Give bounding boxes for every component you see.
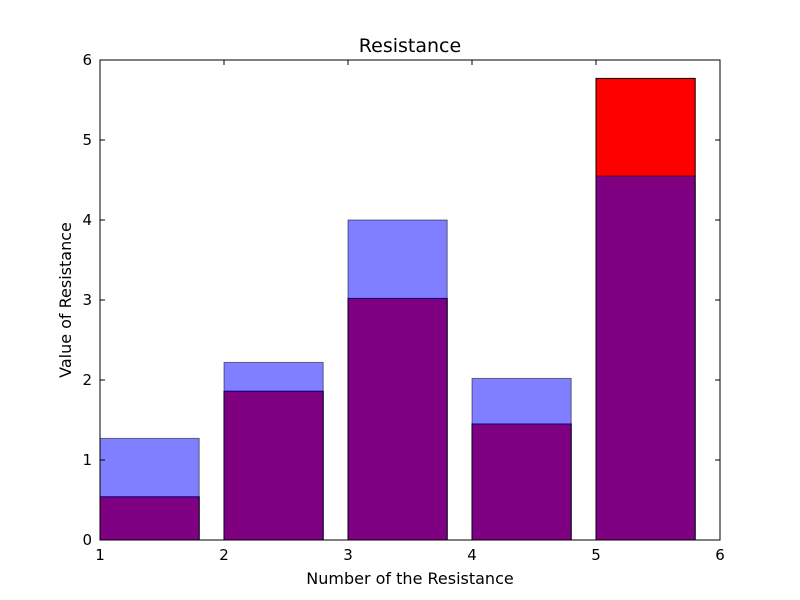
x-tick-label-1: 1: [95, 546, 105, 564]
x-tick-label-3: 3: [343, 546, 353, 564]
bar-series2-x4: [471, 377, 572, 541]
bar-series2-x3: [347, 219, 448, 541]
bars-layer: [99, 77, 696, 541]
y-tick-label-1: 1: [82, 451, 92, 469]
x-axis-label: Number of the Resistance: [306, 569, 513, 588]
bar-series2-x2: [223, 361, 324, 541]
chart-title: Resistance: [359, 35, 461, 57]
bar-series2-x1: [99, 437, 200, 541]
y-axis-label: Value of Resistance: [56, 222, 75, 378]
y-tick-label-2: 2: [82, 371, 92, 389]
y-tick-label-3: 3: [82, 291, 92, 309]
x-tick-label-4: 4: [467, 546, 477, 564]
y-tick-label-0: 0: [82, 531, 92, 549]
y-tick-label-5: 5: [82, 131, 92, 149]
y-tick-label-6: 6: [82, 51, 92, 69]
x-tick-label-6: 6: [715, 546, 725, 564]
bar-series2-x5: [595, 175, 696, 541]
x-tick-label-5: 5: [591, 546, 601, 564]
plot-frame: [99, 59, 721, 541]
y-tick-label-4: 4: [82, 211, 92, 229]
x-tick-label-2: 2: [219, 546, 229, 564]
